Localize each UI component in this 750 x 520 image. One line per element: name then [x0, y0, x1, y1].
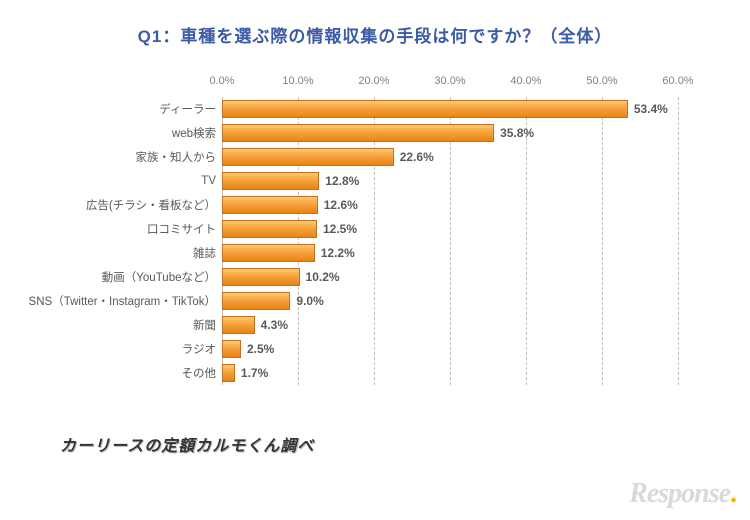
x-axis-tick-label: 40.0% [510, 75, 541, 87]
source-attribution: カーリースの定額カルモくん調べ [60, 432, 314, 456]
bar-value-label: 12.8% [319, 174, 359, 188]
watermark-dot: . [730, 478, 736, 509]
bar-value-label: 9.0% [290, 294, 323, 308]
watermark-text: Response [629, 478, 730, 509]
bar-category-label: web検索 [172, 125, 222, 141]
bar-row: SNS（Twitter・Instagram・TikTok）9.0% [222, 292, 678, 310]
bar-category-label: 広告(チラシ・看板など） [86, 197, 222, 213]
bar-category-label: TV [201, 175, 222, 187]
x-axis-labels: 0.0%10.0%20.0%30.0%40.0%50.0%60.0% [222, 75, 678, 97]
chart-container: Q1：車種を選ぶ際の情報収集の手段は何ですか？（全体） ディーラー53.4%we… [0, 0, 750, 520]
bar-row: 新聞4.3% [222, 316, 678, 334]
bar [222, 316, 255, 334]
bar [222, 340, 241, 358]
bar [222, 220, 317, 238]
bar-row: TV12.8% [222, 172, 678, 190]
bar-category-label: 動画（YouTubeなど） [102, 269, 222, 285]
chart-area: ディーラー53.4% web検索35.8% 家族・知人から22.6% TV12.8% 広… [222, 75, 678, 385]
bar-category-label: SNS（Twitter・Instagram・TikTok） [29, 293, 222, 309]
bar [222, 148, 394, 166]
x-axis-tick-label: 10.0% [282, 75, 313, 87]
bar-row: ディーラー53.4% [222, 100, 678, 118]
bar-value-label: 12.2% [315, 246, 355, 260]
bar-category-label: 新聞 [193, 317, 222, 333]
bar [222, 100, 628, 118]
bar-value-label: 12.5% [317, 222, 357, 236]
bar-category-label: ラジオ [182, 341, 222, 357]
chart-bars: ディーラー53.4% web検索35.8% 家族・知人から22.6% TV12.8% 広… [222, 97, 678, 385]
bar-category-label: ディーラー [159, 101, 222, 117]
chart-title: Q1：車種を選ぶ際の情報収集の手段は何ですか？（全体） [22, 22, 728, 47]
bar-value-label: 12.6% [318, 198, 358, 212]
bar-row: その他1.7% [222, 364, 678, 382]
bar-row: ラジオ2.5% [222, 340, 678, 358]
bar-value-label: 53.4% [628, 102, 668, 116]
bar-row: 雑誌12.2% [222, 244, 678, 262]
bar [222, 196, 318, 214]
bar-value-label: 4.3% [255, 318, 288, 332]
bar-row: web検索35.8% [222, 124, 678, 142]
bar [222, 244, 315, 262]
watermark-logo: Response. [629, 478, 736, 510]
bar [222, 124, 494, 142]
bar-category-label: 口コミサイト [147, 221, 222, 237]
bar-category-label: 家族・知人から [136, 149, 223, 165]
bar-row: 口コミサイト12.5% [222, 220, 678, 238]
x-axis-tick-label: 50.0% [586, 75, 617, 87]
bar-value-label: 1.7% [235, 366, 268, 380]
x-axis-tick-label: 30.0% [434, 75, 465, 87]
bar-value-label: 35.8% [494, 126, 534, 140]
x-axis-tick-label: 20.0% [358, 75, 389, 87]
gridline [678, 97, 679, 385]
bar-row: 動画（YouTubeなど）10.2% [222, 268, 678, 286]
bar [222, 268, 300, 286]
bar [222, 292, 290, 310]
bar-row: 家族・知人から22.6% [222, 148, 678, 166]
bar [222, 172, 319, 190]
x-axis-tick-label: 60.0% [662, 75, 693, 87]
x-axis-tick-label: 0.0% [209, 75, 234, 87]
bar [222, 364, 235, 382]
bar-value-label: 2.5% [241, 342, 274, 356]
bar-value-label: 22.6% [394, 150, 434, 164]
bar-category-label: その他 [182, 365, 223, 381]
bar-category-label: 雑誌 [193, 245, 222, 261]
bar-value-label: 10.2% [300, 270, 340, 284]
bar-row: 広告(チラシ・看板など）12.6% [222, 196, 678, 214]
